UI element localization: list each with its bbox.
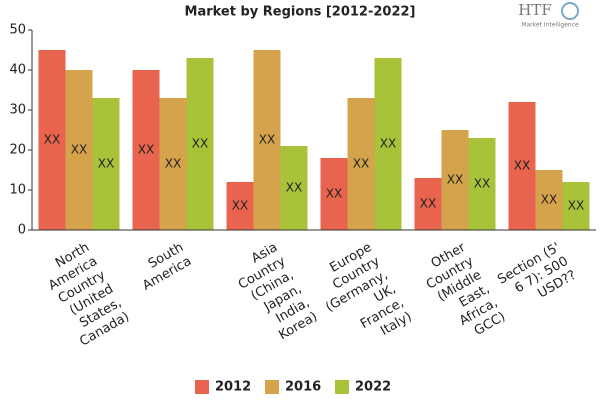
y-tick-label: 10: [9, 183, 26, 198]
value-label: XX: [514, 159, 530, 173]
legend-swatch: [265, 380, 279, 394]
legend-label: 2016: [285, 380, 321, 395]
bar: [414, 178, 442, 230]
value-label: XX: [232, 199, 248, 213]
bar: [253, 50, 281, 230]
bar: [92, 98, 120, 230]
bar: [65, 70, 93, 230]
value-label: XX: [286, 181, 302, 195]
bar: [320, 158, 348, 230]
value-label: XX: [541, 193, 557, 207]
y-tick-label: 0: [18, 223, 26, 238]
bar: [508, 102, 536, 230]
bar: [132, 70, 160, 230]
bar: [535, 170, 563, 230]
chart-title: Market by Regions [2012-2022]: [185, 5, 416, 20]
bar: [441, 130, 469, 230]
y-tick-label: 40: [9, 63, 26, 78]
value-label: XX: [138, 143, 154, 157]
bar: [280, 146, 308, 230]
value-label: XX: [326, 187, 342, 201]
bar: [159, 98, 187, 230]
bar: [347, 98, 375, 230]
legend-swatch: [335, 380, 349, 394]
bar: [186, 58, 214, 230]
value-label: XX: [447, 173, 463, 187]
value-label: XX: [474, 177, 490, 191]
y-tick-label: 50: [9, 23, 26, 38]
value-label: XX: [568, 199, 584, 213]
value-label: XX: [192, 137, 208, 151]
value-label: XX: [353, 157, 369, 171]
logo-brand: HTF: [518, 1, 552, 19]
value-label: XX: [165, 157, 181, 171]
value-label: XX: [420, 197, 436, 211]
bar: [38, 50, 66, 230]
value-label: XX: [380, 137, 396, 151]
bar: [226, 182, 254, 230]
legend-label: 2022: [355, 380, 391, 395]
logo-tagline: Market Intelligence: [521, 22, 579, 29]
value-label: XX: [44, 133, 60, 147]
value-label: XX: [71, 143, 87, 157]
bar: [468, 138, 496, 230]
bar: [562, 182, 590, 230]
y-tick-label: 20: [9, 143, 26, 158]
bar: [374, 58, 402, 230]
y-tick-label: 30: [9, 103, 26, 118]
legend-label: 2012: [215, 380, 251, 395]
value-label: XX: [98, 157, 114, 171]
logo-icon: [561, 2, 579, 20]
value-label: XX: [259, 133, 275, 147]
legend-swatch: [195, 380, 209, 394]
